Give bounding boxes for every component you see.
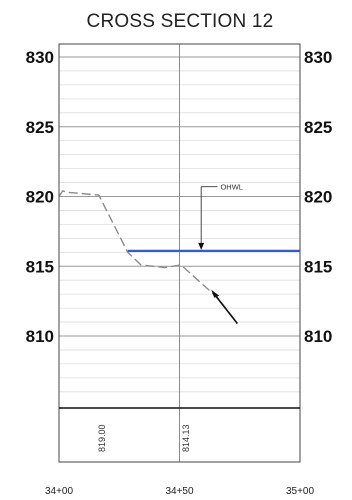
- flow-arrow-shaft: [212, 292, 238, 324]
- x-tick: 34+50: [165, 486, 194, 497]
- annotations: OHWL: [198, 182, 243, 324]
- y-tick-right: 810: [304, 327, 332, 346]
- plot-frame: [58, 43, 301, 463]
- y-tick-right: 820: [304, 188, 332, 207]
- y-tick-right: 830: [304, 48, 332, 67]
- chart-title: CROSS SECTION 12: [87, 11, 274, 32]
- series-group: [58, 190, 300, 324]
- elevation-table: 819.00 814.13: [97, 424, 191, 452]
- y-tick-left: 815: [26, 257, 54, 276]
- y-tick-left: 830: [26, 48, 54, 67]
- grid: [59, 44, 300, 462]
- station-elevation: 819.00: [97, 424, 107, 452]
- y-tick-right: 815: [304, 257, 332, 276]
- y-tick-left: 810: [26, 327, 54, 346]
- plot-border: [58, 43, 301, 463]
- tick-labels: 830 825 820 815 810 830 825 820 815 810 34+00 34+50…: [26, 48, 333, 497]
- y-tick-left: 820: [26, 188, 54, 207]
- x-tick: 35+00: [286, 486, 315, 497]
- ground-profile-line: [58, 190, 238, 324]
- station-elevation: 814.13: [181, 424, 191, 452]
- y-tick-left: 825: [26, 118, 54, 137]
- flow-arrowhead: [211, 289, 220, 298]
- ohwl-label: OHWL: [220, 182, 243, 191]
- y-tick-right: 825: [304, 118, 332, 137]
- x-tick: 34+00: [45, 486, 74, 497]
- ohwl-arrowhead: [198, 242, 205, 250]
